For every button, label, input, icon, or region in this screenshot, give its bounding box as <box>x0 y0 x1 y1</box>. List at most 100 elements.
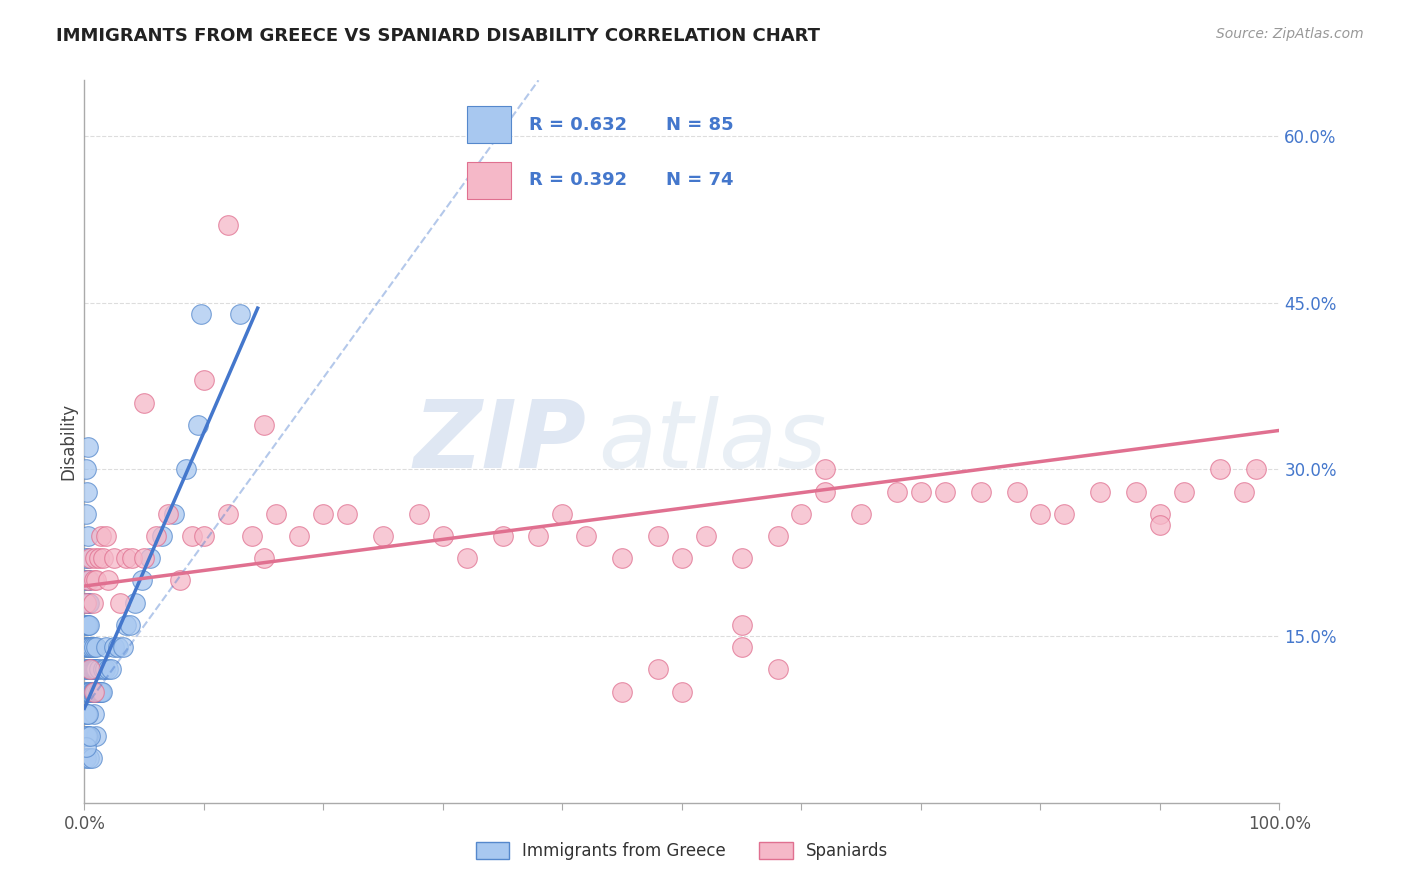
Point <box>84 684 107 698</box>
Point <box>169 574 191 588</box>
Point <box>77 662 100 676</box>
Point <box>77 662 100 676</box>
Point <box>240 529 263 543</box>
Point <box>132 551 156 566</box>
Point <box>77 706 100 721</box>
Point <box>1173 484 1195 499</box>
Point <box>75 462 97 476</box>
Point <box>851 507 873 521</box>
Point <box>527 529 550 543</box>
Point <box>408 507 430 521</box>
Point <box>432 529 454 543</box>
Point <box>121 551 143 566</box>
Point <box>970 484 993 499</box>
Point <box>80 662 103 676</box>
Point <box>83 684 105 698</box>
Point <box>456 551 478 566</box>
Point <box>1090 484 1112 499</box>
Point <box>97 662 120 676</box>
Point <box>647 662 669 676</box>
Point <box>174 462 197 476</box>
Point <box>75 662 97 676</box>
Point <box>103 640 125 655</box>
Point <box>1053 507 1076 521</box>
Point <box>336 507 359 521</box>
Text: IMMIGRANTS FROM GREECE VS SPANIARD DISABILITY CORRELATION CHART: IMMIGRANTS FROM GREECE VS SPANIARD DISAB… <box>56 27 820 45</box>
Point <box>75 740 97 755</box>
Point <box>76 484 98 499</box>
Point <box>253 417 276 432</box>
Point <box>131 574 153 588</box>
Point <box>75 729 97 743</box>
Point <box>77 684 100 698</box>
Point <box>87 551 110 566</box>
Point <box>264 507 287 521</box>
Point <box>766 529 789 543</box>
Point <box>84 551 107 566</box>
Point <box>86 729 108 743</box>
Point <box>612 684 634 698</box>
Point <box>217 507 239 521</box>
Point <box>86 684 108 698</box>
Point <box>124 596 146 610</box>
Point <box>103 551 125 566</box>
Point <box>253 551 276 566</box>
Point <box>181 529 204 543</box>
Point <box>89 684 111 698</box>
Point <box>77 596 100 610</box>
Point <box>86 662 108 676</box>
Point <box>79 729 101 743</box>
Point <box>157 507 180 521</box>
Point <box>229 307 252 321</box>
Point <box>77 596 100 610</box>
Point <box>77 640 100 655</box>
Point <box>77 729 100 743</box>
Point <box>77 684 100 698</box>
Point <box>115 551 138 566</box>
Point <box>163 507 186 521</box>
Point <box>1209 462 1232 476</box>
Point <box>75 751 97 765</box>
Point <box>373 529 395 543</box>
Point <box>790 507 813 521</box>
Point <box>1029 507 1052 521</box>
Point <box>492 529 515 543</box>
Point <box>814 462 837 476</box>
Point <box>731 551 754 566</box>
Point <box>312 507 335 521</box>
Point <box>190 307 212 321</box>
Point <box>77 618 100 632</box>
Point <box>217 218 239 232</box>
Point <box>76 574 98 588</box>
Point <box>76 640 98 655</box>
Point <box>94 529 117 543</box>
Point <box>731 640 754 655</box>
Point <box>288 529 311 543</box>
Text: atlas: atlas <box>599 396 827 487</box>
Point <box>75 618 97 632</box>
Point <box>91 684 114 698</box>
Point <box>76 662 98 676</box>
Point <box>93 662 115 676</box>
Point <box>84 662 107 676</box>
Point <box>77 640 100 655</box>
Point <box>75 596 97 610</box>
Point <box>75 706 97 721</box>
Point <box>612 551 634 566</box>
Point <box>83 706 105 721</box>
Point <box>83 574 105 588</box>
Point <box>1244 462 1267 476</box>
Point <box>87 684 110 698</box>
Y-axis label: Disability: Disability <box>59 403 77 480</box>
Point <box>76 706 98 721</box>
Point <box>82 662 104 676</box>
Point <box>75 684 97 698</box>
Point <box>87 662 110 676</box>
Point <box>90 529 112 543</box>
Point <box>79 662 101 676</box>
Point <box>76 684 98 698</box>
Point <box>731 618 754 632</box>
Point <box>193 529 215 543</box>
Point <box>86 684 108 698</box>
Point <box>75 640 97 655</box>
